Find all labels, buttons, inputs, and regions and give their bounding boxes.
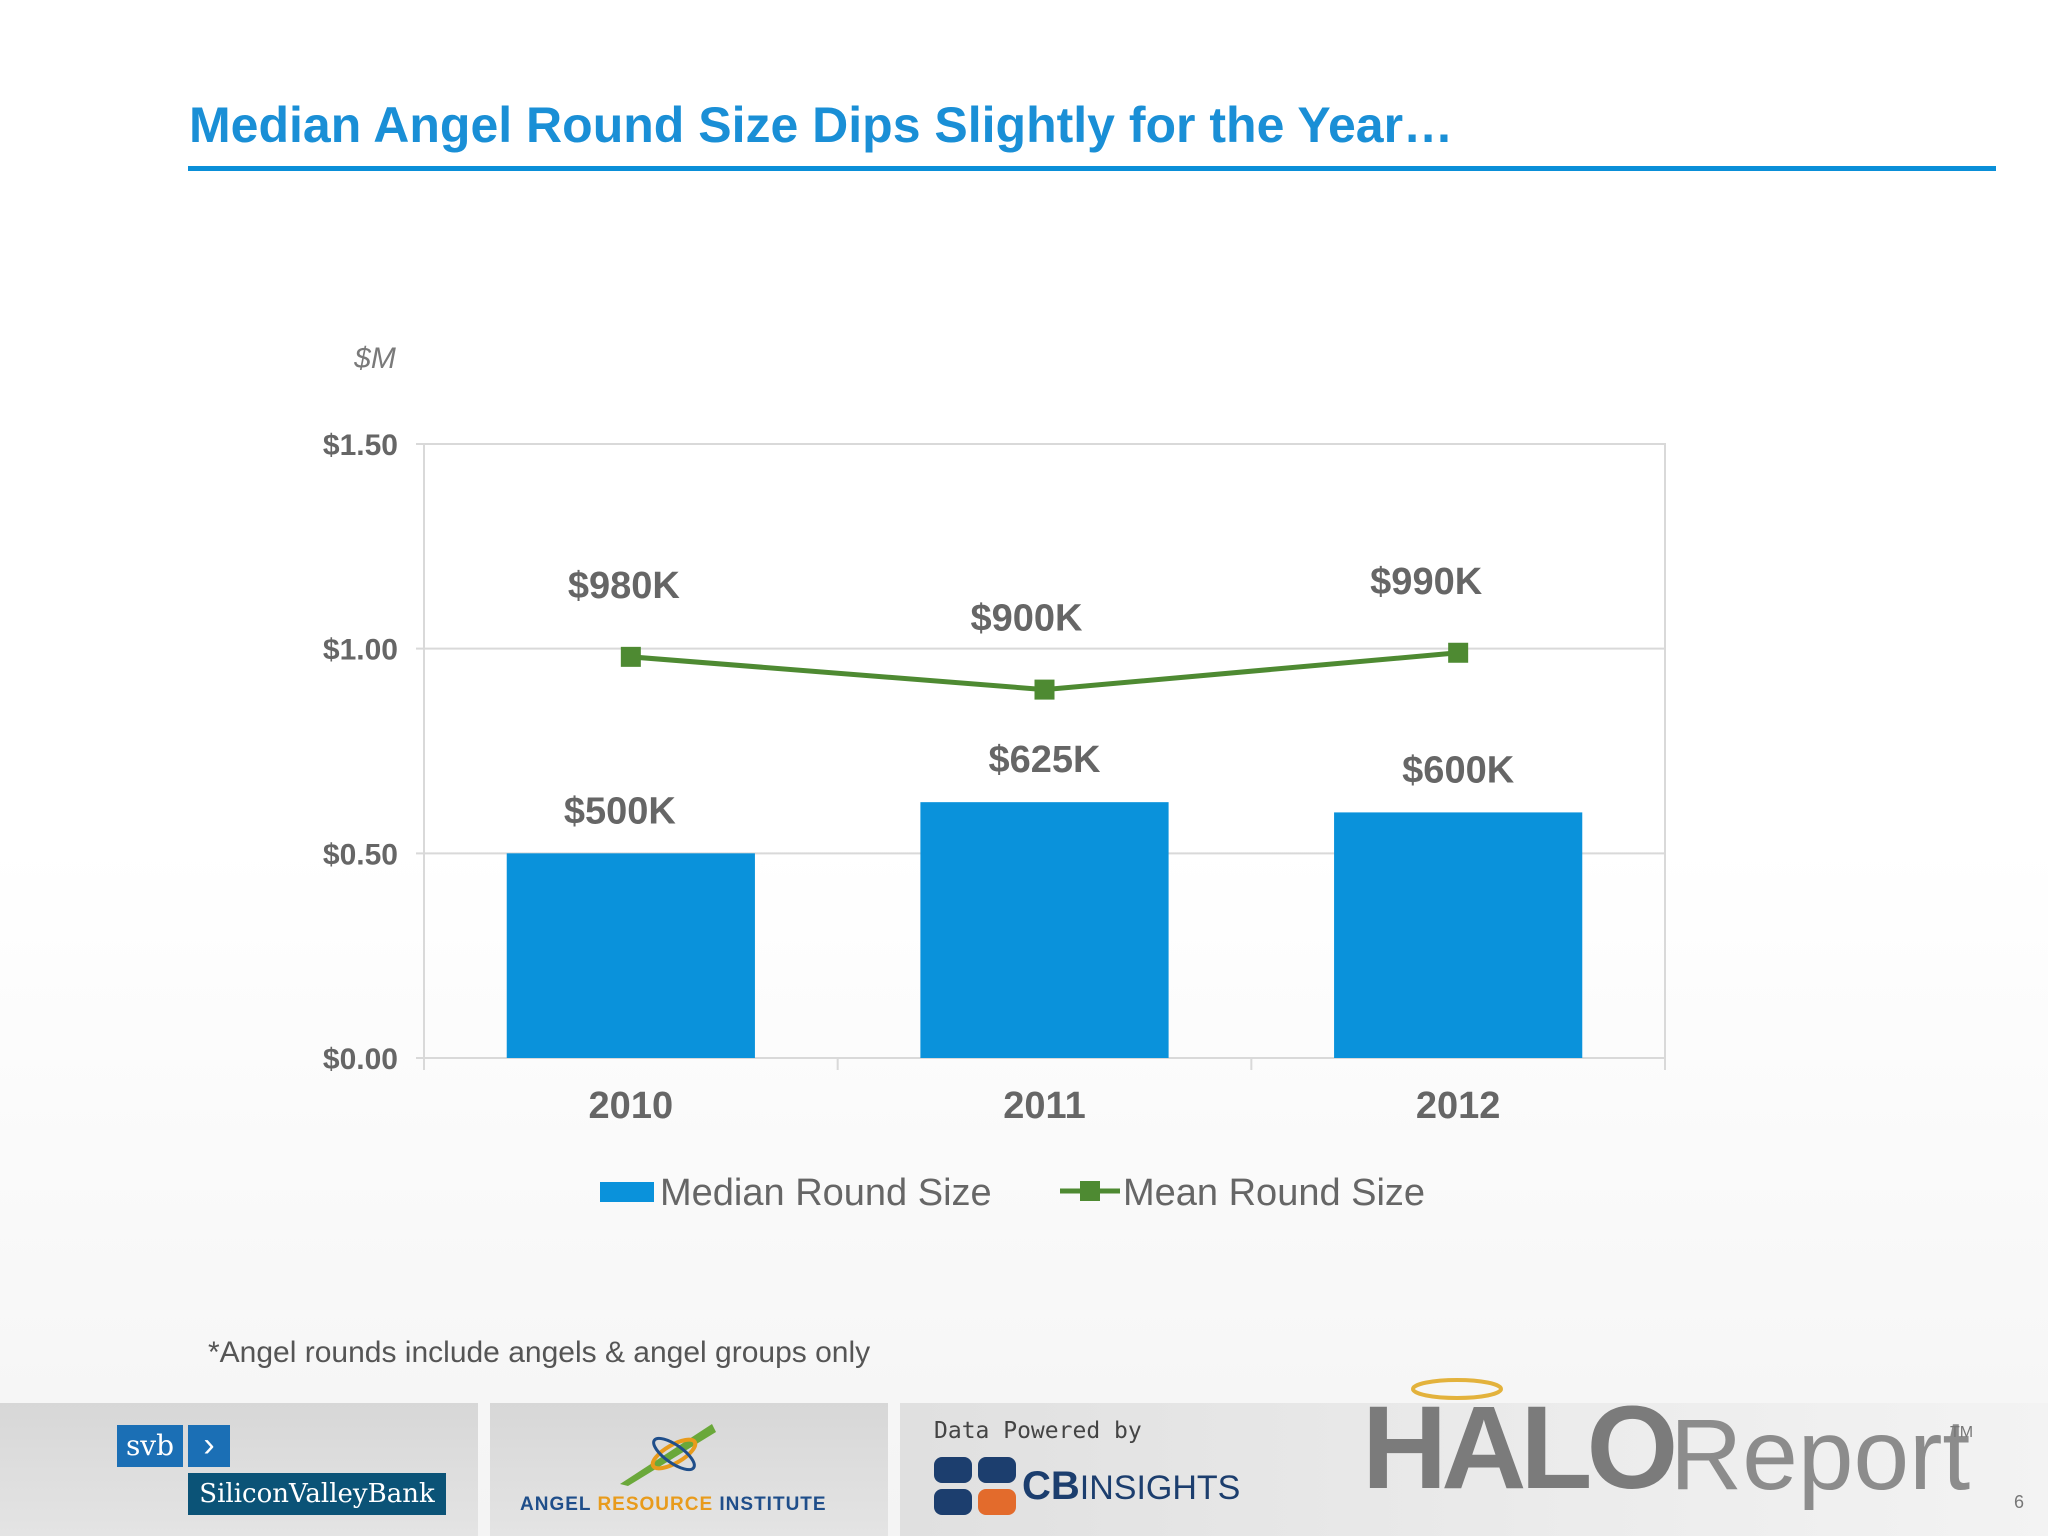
title-rule [188, 166, 1996, 171]
cb-text-thin: INSIGHTS [1079, 1469, 1241, 1507]
bar-median-2010 [506, 853, 755, 1058]
page-number: 6 [2014, 1492, 2025, 1512]
svb-logo-box: svb [117, 1425, 183, 1467]
x-tick-label: 2011 [1003, 1085, 1085, 1127]
y-tick-label: $1.00 [323, 634, 398, 667]
legend-label-median: Median Round Size [660, 1172, 992, 1214]
x-tick-label: 2012 [1416, 1085, 1501, 1127]
x-tick-label: 2010 [589, 1085, 674, 1127]
cb-powered-by: Data Powered by [934, 1418, 1142, 1444]
footer-panel-svb [0, 1403, 478, 1536]
trademark-mark: TM [1950, 1424, 1974, 1441]
line-marker-2010 [620, 646, 641, 667]
bar-median-2011 [920, 802, 1169, 1058]
legend-label-mean: Mean Round Size [1123, 1172, 1425, 1214]
bar-data-label: $625K [989, 739, 1102, 781]
y-tick-label: $1.50 [323, 429, 398, 462]
ari-text-resource: RESOURCE [597, 1494, 714, 1515]
legend-swatch-median [600, 1182, 654, 1202]
line-data-label: $900K [971, 598, 1084, 640]
round-size-chart: $M $500K $625K $600K $980K $900K $990K $0.00 $… [323, 342, 1666, 1214]
bar-data-label: $600K [1402, 749, 1515, 791]
y-tick-label: $0.00 [323, 1043, 398, 1076]
cb-insights-logo-icon [934, 1457, 1016, 1515]
line-data-label: $990K [1370, 561, 1483, 603]
halo-ring-icon [1411, 1378, 1503, 1400]
y-tick-label: $0.50 [323, 838, 398, 871]
ari-text-angel: ANGEL [520, 1494, 598, 1515]
footer-panel-cb-halo [900, 1403, 2048, 1536]
legend-marker-mean [1080, 1181, 1100, 1201]
line-data-label: $980K [568, 565, 681, 607]
svb-logo-name: SiliconValleyBank [188, 1473, 446, 1515]
slide-title: Median Angel Round Size Dips Slightly fo… [189, 97, 1454, 153]
ari-logo-mark [620, 1424, 716, 1486]
ari-text-institute: INSTITUTE [713, 1494, 827, 1515]
line-marker-2012 [1448, 642, 1469, 663]
bar-median-2012 [1334, 812, 1583, 1058]
line-marker-2011 [1034, 679, 1055, 700]
halo-logo-word: HALO [1362, 1382, 1678, 1514]
cb-text-bold: CB [1022, 1464, 1080, 1508]
bar-data-label: $500K [564, 790, 677, 832]
report-logo-word: Report [1670, 1399, 1971, 1511]
y-unit-label: $M [353, 342, 396, 375]
svb-chevron-icon: › [188, 1425, 230, 1467]
cb-insights-logo-text: CBINSIGHTS [1022, 1464, 1240, 1509]
ari-logo-text: ANGEL RESOURCE INSTITUTE [520, 1494, 860, 1516]
footnote: *Angel rounds include angels & angel gro… [208, 1336, 871, 1369]
